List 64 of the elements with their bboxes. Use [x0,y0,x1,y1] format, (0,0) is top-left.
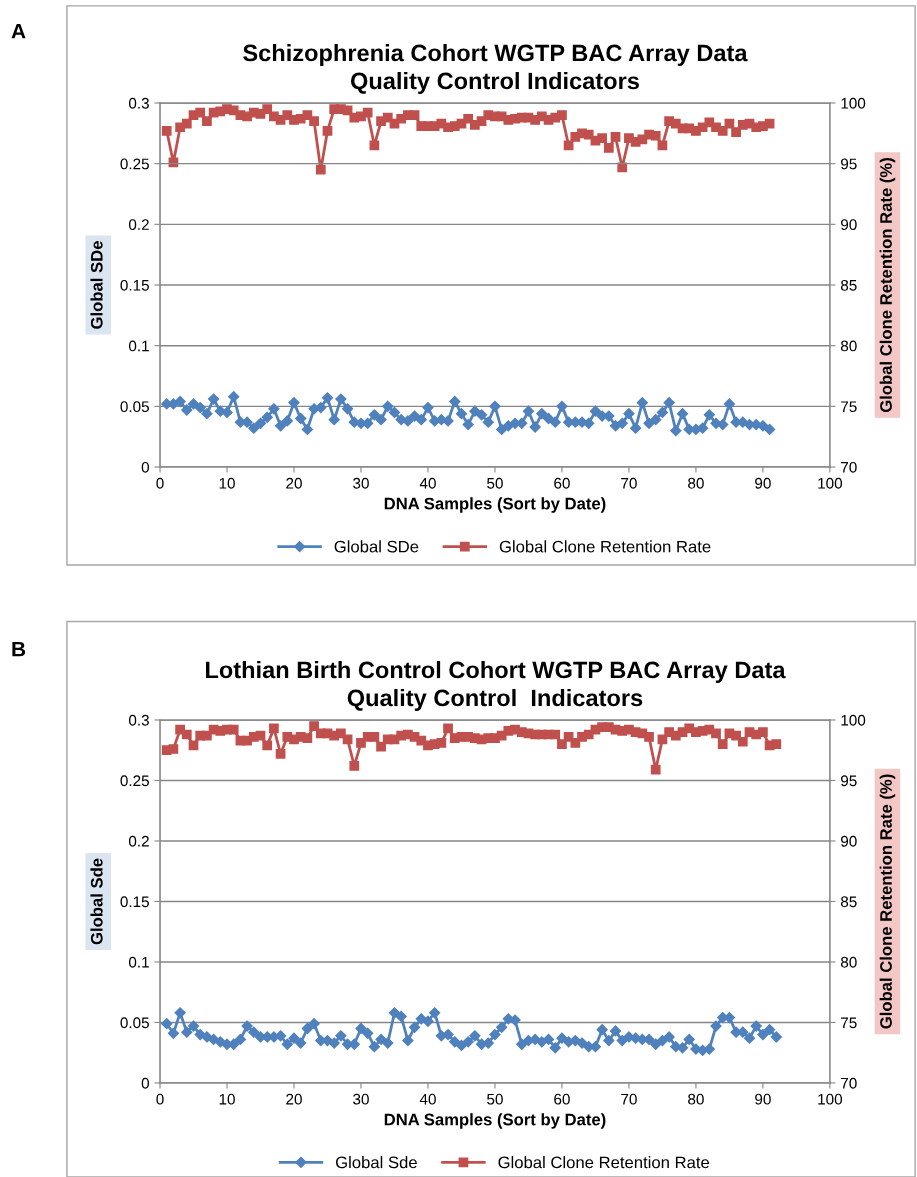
y2-tick-label: 95 [841,158,857,170]
x-tick-label: 70 [621,1093,637,1105]
y-axis-title: Global Sde [90,858,103,945]
y-tick-label: 0.15 [120,279,149,291]
y2-tick-label: 75 [841,401,857,413]
x-tick-label: 50 [487,1093,503,1105]
x-tick-label: 60 [554,477,570,489]
x-tick-label: 40 [419,1093,436,1105]
chart-title: Schizophrenia Cohort WGTP BAC Array Data Quality Control Indicators [243,43,748,94]
y-tick-label: 0.3 [128,714,149,726]
x-tick-label: 60 [554,1093,570,1105]
y-tick-label: 0.25 [120,158,149,170]
x-tick-label: 90 [755,1093,771,1105]
y2-axis-title: Global Clone Retention Rate (%) [879,774,896,1029]
chart-title: Lothian Birth Control Cohort WGTP BAC Array Data Quality Control Indicators [205,660,786,711]
y-tick-label: 0.05 [120,1017,149,1029]
y2-tick-label: 80 [840,956,857,968]
y2-axis-title: Global Clone Retention Rate (%) [879,158,896,413]
y2-tick-label: 85 [840,279,857,291]
y-tick-label: 0.25 [120,775,149,787]
x-tick-label: 10 [219,477,235,489]
y-tick-label: 0.05 [120,401,149,413]
y2-tick-label: 80 [840,340,857,352]
x-tick-label: 20 [286,477,302,489]
x-tick-label: 30 [353,477,369,489]
legend-label: Global Clone Retention Rate [498,1156,710,1169]
y-tick-label: 0 [141,1077,149,1089]
y-tick-label: 0.1 [128,340,149,352]
x-tick-label: 100 [818,477,843,489]
y-tick-label: 0.15 [120,896,149,908]
y2-tick-label: 95 [841,775,857,787]
y-axis-title: Global SDe [90,241,103,329]
y-tick-label: 0.2 [128,835,149,847]
y2-tick-label: 100 [841,714,866,726]
y2-tick-label: 70 [841,461,857,473]
legend-label: Global Sde [335,1156,417,1169]
x-tick-label: 50 [487,477,503,489]
x-tick-label: 10 [219,1093,235,1105]
text: A [11,24,26,39]
legend-label: Global SDe [334,540,419,553]
y-tick-label: 0 [141,461,149,473]
x-tick-label: 70 [621,477,637,489]
legend-label: Global Clone Retention Rate [499,540,711,553]
x-axis-title: DNA Samples (Sort by Date) [384,497,606,513]
x-tick-label: 0 [156,1093,164,1105]
y2-tick-label: 100 [841,97,866,109]
y2-tick-label: 90 [841,219,857,231]
x-tick-label: 100 [818,1093,843,1105]
y2-tick-label: 90 [841,835,857,847]
y2-tick-label: 70 [841,1077,857,1089]
y2-tick-label: 85 [840,896,857,908]
x-tick-label: 30 [353,1093,369,1105]
x-tick-label: 80 [688,477,704,489]
x-tick-label: 80 [688,1093,704,1105]
y-tick-label: 0.3 [128,97,149,109]
y-tick-label: 0.2 [128,219,149,231]
x-tick-label: 0 [156,477,164,489]
x-tick-label: 40 [419,477,436,489]
x-tick-label: 90 [755,477,771,489]
x-tick-label: 20 [286,1093,302,1105]
y-tick-label: 0.1 [128,956,149,968]
x-axis-title: DNA Samples (Sort by Date) [384,1113,606,1129]
text: B [12,641,26,657]
y2-tick-label: 75 [841,1017,857,1029]
